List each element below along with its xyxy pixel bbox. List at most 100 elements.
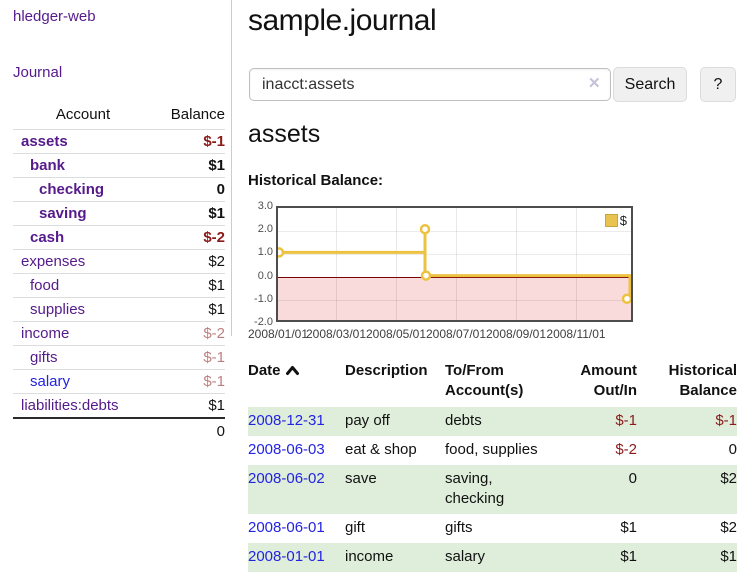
transaction-row: 2008-12-31 pay off debts $-1 $-1 xyxy=(248,407,737,436)
sidebar-item-journal[interactable]: Journal xyxy=(13,64,63,81)
x-tick-label: 2008/03/01 xyxy=(305,327,367,341)
account-balance: $1 xyxy=(153,201,225,226)
account-balance: $-1 xyxy=(153,345,225,370)
search-input[interactable] xyxy=(249,68,611,101)
account-link-saving[interactable]: saving xyxy=(39,205,87,222)
account-row-salary: salary $-1 xyxy=(13,369,225,394)
account-heading: assets xyxy=(248,120,321,148)
account-link-checking[interactable]: checking xyxy=(39,181,105,198)
account-row-checking: checking 0 xyxy=(13,177,225,202)
transactions-header-row: Date Description To/From Account(s) Amou… xyxy=(248,357,737,407)
column-header-balance: Historical Balance xyxy=(668,362,737,399)
account-link-assets[interactable]: assets xyxy=(21,133,68,150)
transaction-description: save xyxy=(345,465,445,514)
account-link-income[interactable]: income xyxy=(21,325,70,342)
transaction-description: income xyxy=(345,543,445,572)
search-button[interactable]: Search xyxy=(613,67,687,102)
account-row-income: income $-2 xyxy=(13,321,225,346)
account-balance: 0 xyxy=(153,177,225,202)
account-row-gifts: gifts $-1 xyxy=(13,345,225,370)
x-tick-label: 2008/01/01 xyxy=(247,327,309,341)
x-tick-label: 2008/05/01 xyxy=(365,327,427,341)
legend-swatch xyxy=(604,214,618,227)
account-row-saving: saving $1 xyxy=(13,201,225,226)
account-link-cash[interactable]: cash xyxy=(30,229,65,246)
clear-search-icon[interactable]: ✕ xyxy=(588,75,601,92)
account-row-assets: assets $-1 xyxy=(13,129,225,154)
account-row-bank: bank $1 xyxy=(13,153,225,178)
accounts-balance-table: Account Balance assets $-1 bank $1 check… xyxy=(13,102,225,443)
accounts-header-account: Account xyxy=(13,102,154,130)
transaction-amount: $-1 xyxy=(558,407,642,436)
account-row-liabilities-debts: liabilities:debts $1 xyxy=(13,393,225,419)
column-header-date[interactable]: Date xyxy=(248,357,345,407)
x-tick-label: 2008/11/01 xyxy=(546,327,606,341)
y-tick-label: 0.0 xyxy=(257,270,273,282)
transaction-amount: $1 xyxy=(620,519,637,536)
y-tick-label: 2.0 xyxy=(257,223,273,235)
account-balance: $-1 xyxy=(153,129,225,154)
accounts-total-row: 0 xyxy=(13,417,225,443)
transaction-accounts: debts xyxy=(445,407,558,436)
account-link-food[interactable]: food xyxy=(30,277,60,294)
transaction-accounts: saving, checking xyxy=(445,465,558,514)
transaction-date-link[interactable]: 2008-12-31 xyxy=(248,412,325,429)
y-tick-label: 1.0 xyxy=(257,246,273,258)
chart-legend: $ xyxy=(604,213,627,228)
legend-label: $ xyxy=(619,213,627,228)
x-tick-label: 2008/07/01 xyxy=(425,327,487,341)
column-header-amount: Amount Out/In xyxy=(580,362,637,399)
sidebar-divider xyxy=(231,0,232,336)
transaction-description: pay off xyxy=(345,407,445,436)
app-brand-link[interactable]: hledger-web xyxy=(13,8,96,25)
account-row-supplies: supplies $1 xyxy=(13,297,225,322)
transaction-balance: 0 xyxy=(728,441,737,458)
account-balance: $-2 xyxy=(153,225,225,250)
account-row-cash: cash $-2 xyxy=(13,225,225,250)
chart-plot-area: $ xyxy=(276,206,633,322)
zero-line xyxy=(278,277,631,278)
chart-title: Historical Balance: xyxy=(248,172,384,189)
account-link-salary[interactable]: salary xyxy=(30,373,71,390)
account-balance: $1 xyxy=(153,393,225,419)
transaction-date-link[interactable]: 2008-01-01 xyxy=(248,548,325,565)
transaction-balance: $-1 xyxy=(642,407,737,436)
account-balance: $-1 xyxy=(153,369,225,394)
page-title: sample.journal xyxy=(248,4,437,37)
y-tick-label: -1.0 xyxy=(254,293,273,305)
x-tick-label: 2008/09/01 xyxy=(485,327,547,341)
column-header-account: To/From Account(s) xyxy=(445,362,524,399)
account-balance: $2 xyxy=(153,249,225,274)
account-link-bank[interactable]: bank xyxy=(30,157,66,174)
transaction-balance: $1 xyxy=(642,543,737,572)
transaction-row: 2008-06-03 eat & shop food, supplies $-2… xyxy=(248,436,737,465)
negative-region-fill xyxy=(278,277,631,320)
transaction-balance: $2 xyxy=(642,465,737,514)
account-row-food: food $1 xyxy=(13,273,225,298)
account-balance: $1 xyxy=(153,153,225,178)
transaction-amount: 0 xyxy=(558,465,642,514)
transaction-description: gift xyxy=(345,519,366,536)
help-button[interactable]: ? xyxy=(700,67,736,102)
transaction-row: 2008-06-01 gift gifts $1 $2 xyxy=(248,514,737,543)
account-link-supplies[interactable]: supplies xyxy=(30,301,86,318)
account-link-gifts[interactable]: gifts xyxy=(30,349,58,366)
transaction-accounts: gifts xyxy=(445,519,473,536)
transaction-balance: $2 xyxy=(720,519,737,536)
transaction-date-link[interactable]: 2008-06-02 xyxy=(248,470,325,487)
account-link-expenses[interactable]: expenses xyxy=(21,253,86,270)
accounts-total-value: 0 xyxy=(153,417,225,443)
transaction-date-link[interactable]: 2008-06-03 xyxy=(248,441,325,458)
account-balance: $-2 xyxy=(153,321,225,346)
column-header-description: Description xyxy=(345,362,428,379)
transaction-accounts: food, supplies xyxy=(445,441,538,458)
transaction-row: 2008-06-02 save saving, checking 0 $2 xyxy=(248,465,737,514)
account-balance: $1 xyxy=(153,273,225,298)
transaction-row: 2008-01-01 income salary $1 $1 xyxy=(248,543,737,572)
account-balance: $1 xyxy=(153,297,225,322)
accounts-header-balance: Balance xyxy=(153,102,225,130)
transaction-accounts: salary xyxy=(445,543,558,572)
transaction-date-link[interactable]: 2008-06-01 xyxy=(248,519,325,536)
account-link-liabilities-debts[interactable]: liabilities:debts xyxy=(21,397,119,414)
